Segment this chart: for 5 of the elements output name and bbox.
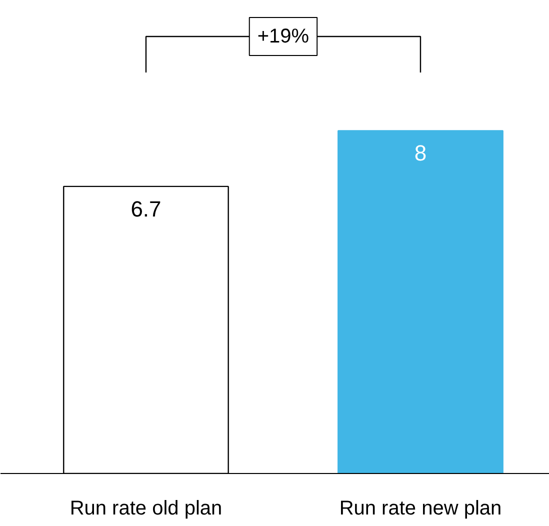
data-label: 6.7 (130, 196, 162, 222)
x-tick-label: Run rate new plan (339, 498, 502, 520)
data-label: 8 (414, 140, 427, 166)
x-tick-label: Run rate old plan (70, 498, 222, 520)
text: +19% (257, 25, 310, 48)
